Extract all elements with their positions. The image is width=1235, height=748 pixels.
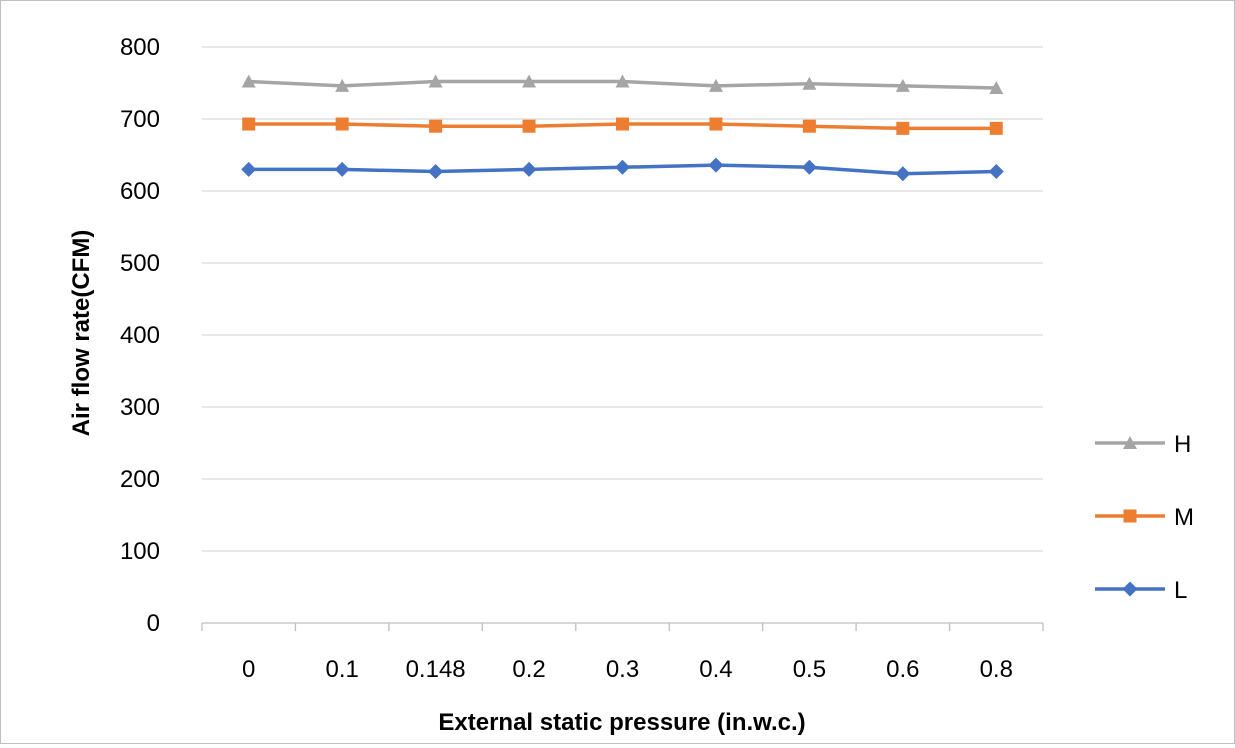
data-point-h	[615, 74, 630, 88]
data-point-l	[334, 161, 350, 177]
data-point-h	[428, 74, 443, 88]
legend-marker-m	[1123, 509, 1137, 523]
x-tick-label: 0.1	[325, 656, 358, 683]
series-l	[241, 157, 1004, 182]
data-point-h	[802, 76, 817, 90]
data-point-l	[708, 157, 724, 173]
legend-label-m: M	[1174, 504, 1194, 531]
legend-label-h: H	[1174, 431, 1191, 458]
series-h	[241, 74, 1004, 95]
data-point-h	[241, 74, 256, 88]
legend-item-h: H	[1095, 431, 1191, 458]
y-axis-title: Air flow rate(CFM)	[68, 230, 95, 437]
data-point-m	[896, 121, 910, 135]
y-tick-label: 100	[120, 538, 160, 565]
y-tick-label: 300	[120, 394, 160, 421]
data-point-h	[989, 81, 1004, 95]
data-point-l	[615, 159, 630, 175]
legend-marker-l	[1122, 581, 1138, 597]
x-tick-label: 0.5	[793, 656, 826, 683]
y-tick-label: 200	[120, 466, 160, 493]
legend-item-l: L	[1095, 577, 1187, 604]
x-tick-label: 0.6	[886, 656, 919, 683]
legend-label-l: L	[1174, 577, 1187, 604]
data-point-m	[989, 121, 1003, 135]
data-point-l	[521, 161, 537, 177]
data-point-l	[801, 159, 817, 175]
y-tick-label: 700	[120, 106, 160, 133]
data-point-h	[335, 78, 350, 92]
data-point-m	[242, 117, 256, 131]
data-point-m	[429, 119, 443, 133]
data-point-m	[335, 117, 349, 131]
legend-marker-h	[1123, 436, 1137, 449]
x-tick-label: 0	[242, 656, 255, 683]
data-point-l	[895, 166, 911, 182]
series-m	[242, 117, 1003, 135]
x-tick-labels: 0 0.1 0.148 0.2 0.3 0.4 0.5 0.6 0.8	[242, 656, 1013, 683]
data-point-l	[428, 164, 444, 180]
data-point-h	[895, 78, 910, 92]
data-point-l	[241, 161, 257, 177]
data-point-m	[709, 117, 723, 131]
y-tick-label: 400	[120, 322, 160, 349]
x-axis-title: External static pressure (in.w.c.)	[438, 709, 805, 736]
legend: H M L	[1095, 431, 1194, 604]
y-tick-label: 500	[120, 250, 160, 277]
series-group	[241, 74, 1004, 182]
data-point-l	[988, 164, 1004, 180]
axes	[201, 622, 1044, 631]
x-tick-label: 0.8	[980, 656, 1013, 683]
y-tick-label: 600	[120, 178, 160, 205]
y-tick-labels: 0 100 200 300 400 500 600 700 800	[120, 34, 160, 637]
y-tick-label: 0	[147, 610, 160, 637]
y-tick-label: 800	[120, 34, 160, 61]
data-point-h	[708, 78, 723, 92]
data-point-h	[522, 74, 537, 88]
x-tick-label: 0.4	[699, 656, 732, 683]
x-tick-label: 0.148	[406, 656, 466, 683]
data-point-m	[522, 119, 536, 133]
data-point-m	[802, 119, 816, 133]
legend-item-m: M	[1095, 504, 1194, 531]
x-tick-label: 0.3	[606, 656, 639, 683]
x-tick-label: 0.2	[512, 656, 545, 683]
data-point-m	[616, 117, 629, 131]
